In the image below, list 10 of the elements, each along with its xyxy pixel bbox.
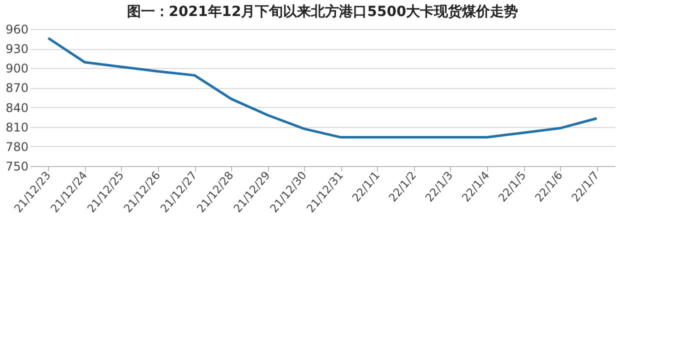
y-tick-label: 960 <box>6 22 28 36</box>
chart-title: 图一：2021年12月下旬以来北方港口5500大卡现货煤价走势 <box>126 3 518 20</box>
y-tick-label: 750 <box>6 160 28 174</box>
y-tick-label: 810 <box>6 120 28 134</box>
y-tick-label: 840 <box>6 100 28 115</box>
line-series <box>47 36 598 139</box>
y-tick-label: 780 <box>6 140 28 154</box>
y-tick-label: 900 <box>6 62 28 76</box>
y-tick-label: 930 <box>6 42 28 56</box>
y-tick-label: 870 <box>6 81 28 96</box>
